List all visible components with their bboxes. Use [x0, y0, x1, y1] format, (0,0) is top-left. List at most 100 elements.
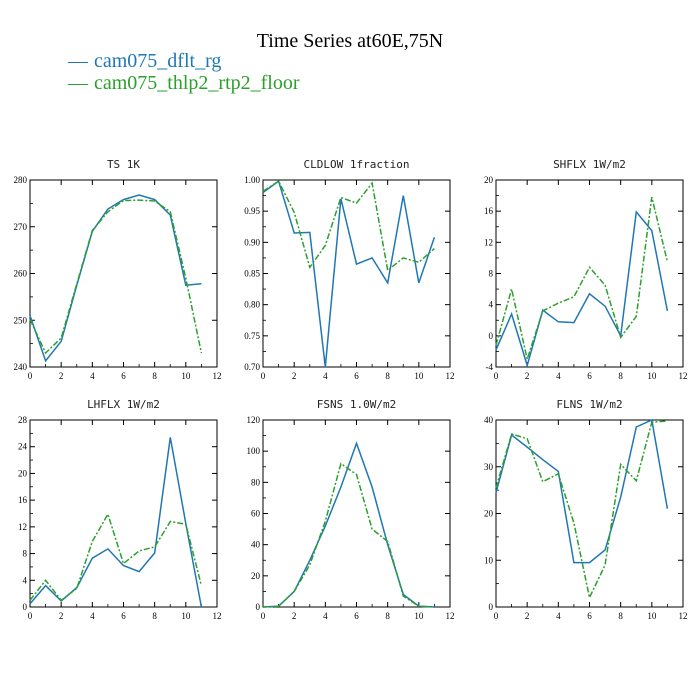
x-tick-label: 12 [213, 611, 222, 621]
page-title: Time Series at60E,75N [256, 30, 444, 52]
x-tick-label: 4 [323, 611, 328, 621]
x-tick-label: 8 [152, 611, 157, 621]
series-line-dflt [262, 179, 436, 368]
legend-entry-thlp2: — cam075_thlp2_rtp2_floor [68, 72, 300, 95]
y-tick-label: 250 [14, 315, 28, 325]
legend-line-swatch: — [68, 72, 88, 94]
x-tick-label: 10 [414, 611, 424, 621]
y-tick-label: 0.80 [244, 300, 260, 310]
series-line-dflt [495, 418, 669, 564]
x-tick-label: 2 [525, 611, 530, 621]
x-tick-label: 0 [28, 611, 33, 621]
x-tick-label: 10 [414, 371, 424, 381]
x-tick-label: 12 [679, 611, 688, 621]
x-tick-label: 6 [587, 371, 592, 381]
series-line-dflt [495, 210, 669, 369]
y-tick-label: 28 [18, 415, 28, 425]
x-tick-label: 6 [354, 611, 359, 621]
y-tick-label: 100 [247, 446, 261, 456]
x-tick-label: 10 [181, 371, 191, 381]
y-tick-label: 20 [484, 175, 494, 185]
y-tick-label: 260 [14, 269, 28, 279]
series-line-thlp2 [29, 199, 203, 355]
y-tick-label: 280 [14, 175, 28, 185]
chart-title: SHFLX 1W/m2 [553, 158, 626, 171]
chart-panel-1: CLDLOW 1fraction 0 2 4 6 8 10 12 0.70 0.75 0.80 0.8… [244, 158, 454, 381]
y-tick-label: 1.00 [244, 175, 260, 185]
y-tick-label: 30 [484, 462, 494, 472]
x-tick-label: 0 [261, 371, 266, 381]
y-tick-label: 270 [14, 222, 28, 232]
x-tick-label: 8 [618, 611, 623, 621]
x-tick-label: 12 [446, 611, 455, 621]
y-tick-label: 24 [18, 442, 28, 452]
y-tick-label: 120 [247, 415, 261, 425]
chart-title: LHFLX 1W/m2 [87, 398, 160, 411]
x-tick-label: 12 [679, 371, 688, 381]
x-tick-label: 2 [292, 611, 297, 621]
series-line-thlp2 [495, 196, 669, 363]
y-tick-label: -4 [486, 362, 494, 372]
y-tick-label: 80 [251, 477, 261, 487]
y-tick-label: 0 [489, 331, 494, 341]
x-tick-label: 4 [90, 371, 95, 381]
y-tick-label: 20 [484, 509, 494, 519]
y-tick-label: 20 [18, 468, 28, 478]
x-tick-label: 8 [152, 371, 157, 381]
x-tick-label: 10 [181, 611, 191, 621]
series-line-thlp2 [495, 420, 668, 600]
y-tick-label: 0.90 [244, 237, 260, 247]
x-tick-label: 0 [261, 611, 266, 621]
x-tick-label: 2 [59, 371, 64, 381]
x-tick-label: 6 [587, 611, 592, 621]
x-tick-label: 6 [354, 371, 359, 381]
x-tick-label: 12 [213, 371, 222, 381]
y-tick-label: 0 [256, 602, 261, 612]
x-tick-label: 2 [59, 611, 64, 621]
y-tick-label: 16 [484, 206, 494, 216]
series-line-dflt [262, 441, 435, 608]
chart-title: FSNS 1.0W/m2 [317, 398, 396, 411]
x-tick-label: 0 [494, 611, 499, 621]
x-tick-label: 4 [90, 611, 95, 621]
chart-title: FLNS 1W/m2 [556, 398, 622, 411]
y-tick-label: 40 [484, 415, 494, 425]
x-tick-label: 8 [618, 371, 623, 381]
x-tick-label: 12 [446, 371, 455, 381]
x-tick-label: 10 [647, 611, 657, 621]
x-tick-label: 10 [647, 371, 657, 381]
y-tick-label: 0.70 [244, 362, 260, 372]
y-tick-label: 4 [23, 575, 28, 585]
y-tick-label: 0 [23, 602, 28, 612]
x-tick-label: 4 [323, 371, 328, 381]
y-tick-label: 4 [489, 300, 494, 310]
x-tick-label: 0 [494, 371, 499, 381]
y-tick-label: 0.75 [244, 331, 260, 341]
y-tick-label: 0 [489, 602, 494, 612]
y-tick-label: 20 [251, 571, 261, 581]
legend-line-swatch: — [68, 50, 88, 72]
y-tick-label: 60 [251, 509, 261, 519]
legend-label: cam075_thlp2_rtp2_floor [94, 72, 300, 94]
x-tick-label: 8 [385, 371, 390, 381]
plot-frame [29, 419, 218, 608]
series-line-thlp2 [262, 462, 435, 608]
chart-panel-5: FLNS 1W/m2 0 2 4 6 8 10 12 0 10 20 30 40 [484, 398, 688, 621]
y-tick-label: 40 [251, 540, 261, 550]
x-tick-label: 6 [121, 611, 126, 621]
x-tick-label: 8 [385, 611, 390, 621]
y-tick-label: 10 [484, 555, 494, 565]
chart-title: TS 1K [107, 158, 140, 171]
x-tick-label: 4 [556, 371, 561, 381]
y-tick-label: 16 [18, 495, 28, 505]
plot-frame [495, 419, 684, 608]
series-line-dflt [29, 194, 202, 363]
series-line-thlp2 [29, 512, 203, 602]
chart-title: CLDLOW 1fraction [304, 158, 410, 171]
x-tick-label: 4 [556, 611, 561, 621]
series-line-dflt [29, 437, 203, 608]
y-tick-label: 8 [489, 269, 494, 279]
